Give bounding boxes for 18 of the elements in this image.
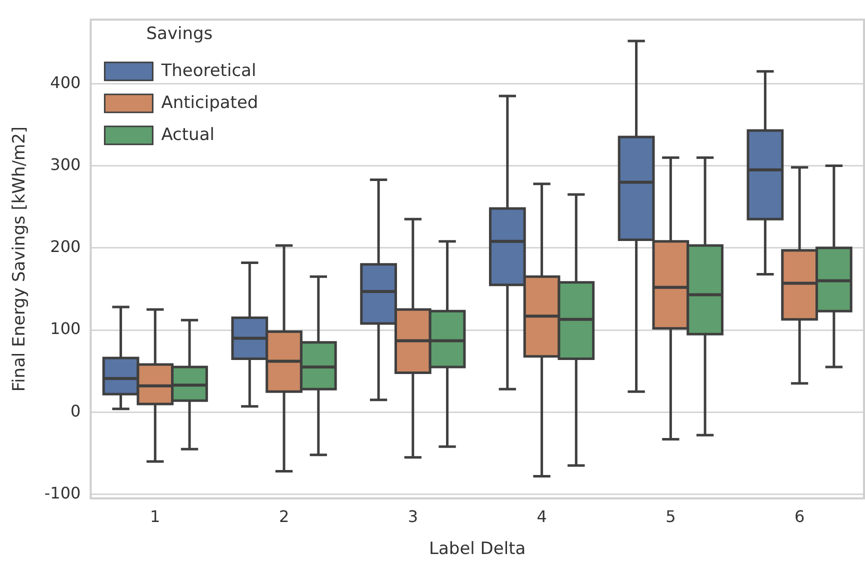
x-tick-label: 3: [408, 507, 418, 526]
x-tick-label: 2: [278, 507, 290, 526]
x-tick-label: 4: [536, 507, 547, 526]
legend-label: Anticipated: [161, 92, 258, 113]
x-tick-label: 6: [794, 507, 805, 526]
y-tick-label: 300: [50, 154, 81, 174]
y-tick-label: 0: [70, 401, 81, 420]
y-tick-label: 400: [50, 72, 81, 92]
x-tick-label: 5: [666, 507, 676, 526]
x-axis-title: Label Delta: [429, 539, 526, 560]
y-axis-title: Final Energy Savings [kWh/m2]: [10, 126, 30, 392]
x-tick-label: 1: [150, 507, 160, 526]
legend-label: Theoretical: [160, 60, 256, 81]
legend-title: Savings: [146, 24, 213, 44]
y-tick-label: -100: [44, 483, 81, 502]
y-tick-label: 100: [50, 319, 81, 338]
legend-label: Actual: [161, 124, 214, 145]
y-tick-label: 200: [50, 237, 81, 256]
